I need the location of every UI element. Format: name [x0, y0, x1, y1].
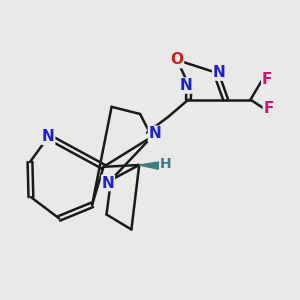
Text: F: F — [262, 72, 272, 87]
Text: F: F — [263, 101, 274, 116]
Text: H: H — [160, 157, 172, 171]
Polygon shape — [139, 162, 158, 169]
Text: N: N — [148, 126, 161, 141]
Text: N: N — [102, 176, 114, 190]
Text: N: N — [213, 65, 225, 80]
Text: N: N — [180, 78, 192, 93]
Text: N: N — [42, 129, 55, 144]
Text: O: O — [170, 52, 184, 68]
